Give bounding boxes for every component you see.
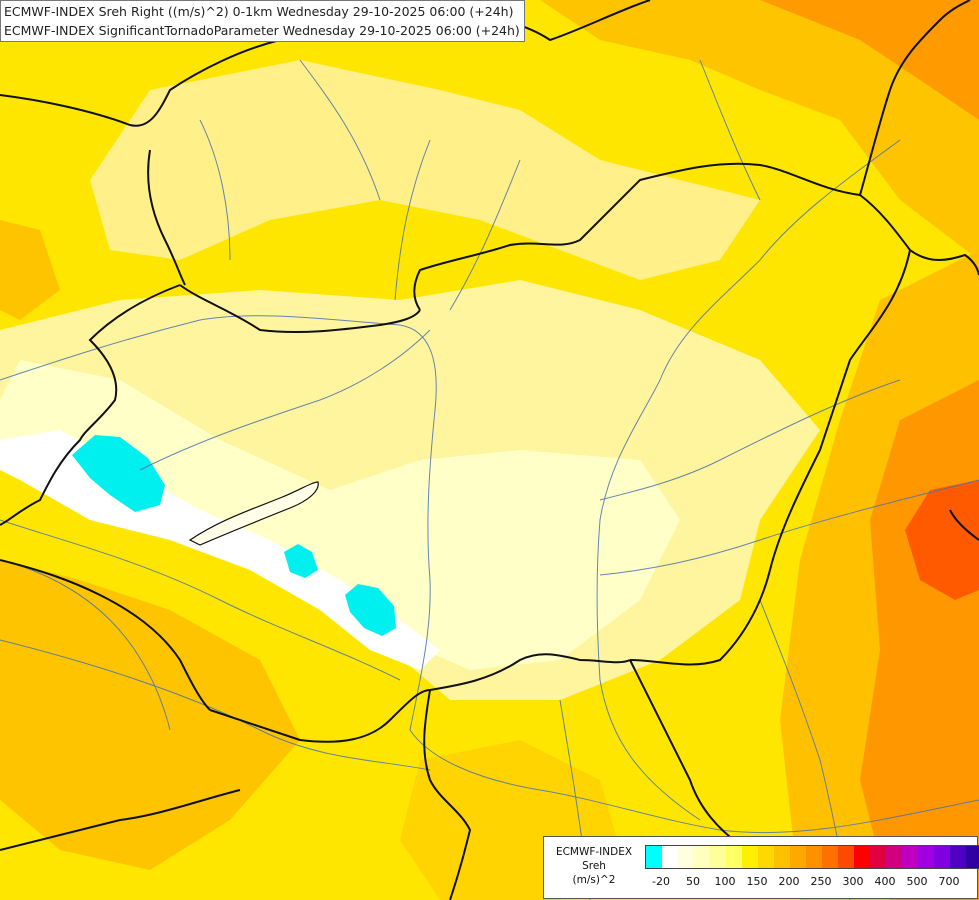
river-sava: [0, 639, 431, 771]
sreh-zone-pale-north: [90, 60, 760, 280]
border-hungary-serbia: [429, 653, 631, 691]
river-west: [0, 559, 171, 731]
river-east-north: [699, 59, 761, 201]
border-slovenia-croatia: [0, 559, 211, 711]
river-vah: [394, 139, 431, 301]
legend-label-line2: Sreh: [582, 860, 606, 872]
legend-swatch: [758, 846, 774, 868]
legend-tick-label: 250: [810, 875, 832, 888]
sreh-zone-orange-sw: [0, 560, 300, 870]
river-raba: [139, 329, 431, 471]
border-austria-hungary: [0, 284, 181, 526]
sreh-zone-cyan-west: [72, 435, 165, 512]
border-czech-slovakia: [147, 149, 186, 286]
legend-swatch: [678, 846, 694, 868]
legend-swatch: [918, 846, 934, 868]
legend-label: ECMWF-INDEX Sreh (m/s)^2: [544, 845, 644, 887]
legend-swatch: [870, 846, 886, 868]
sreh-zone-orange-w: [0, 220, 60, 320]
legend-swatch: [950, 846, 966, 868]
border-ukraine-hungary: [859, 194, 979, 276]
legend-tick-label: 500: [906, 875, 928, 888]
legend-tick-label: 50: [686, 875, 700, 888]
color-legend: ECMWF-INDEX Sreh (m/s)^2 -20 50 100 150 200 2…: [543, 836, 979, 899]
river-upper: [299, 59, 381, 201]
border-croatia-serbia: [423, 689, 472, 900]
legend-tick-label: -20: [652, 875, 670, 888]
legend-swatch: [838, 846, 854, 868]
legend-swatches: [645, 845, 979, 869]
legend-swatch: [854, 846, 870, 868]
lake-balaton: [188, 481, 319, 546]
legend-tick-label: 100: [714, 875, 736, 888]
river-danube: [0, 315, 979, 834]
sreh-zone-cyan-center: [284, 544, 318, 578]
river-hron: [449, 159, 521, 311]
title-box: ECMWF-INDEX Sreh Right ((m/s)^2) 0-1km W…: [0, 0, 525, 42]
legend-label-line1: ECMWF-INDEX: [555, 846, 633, 858]
border-hungary-croatia: [209, 689, 431, 743]
legend-tick-label: 400: [874, 875, 896, 888]
legend-swatch: [966, 846, 979, 868]
sreh-zone-verypale-central: [0, 360, 680, 670]
title-line-sreh: ECMWF-INDEX Sreh Right ((m/s)^2) 0-1km W…: [4, 4, 514, 19]
river-koros: [599, 379, 901, 501]
border-poland-ukraine: [859, 0, 971, 196]
border-slovakia-hungary: [413, 162, 861, 311]
sreh-zone-darkorange-ne: [760, 0, 979, 120]
river-drava: [0, 519, 401, 681]
legend-swatch: [662, 846, 678, 868]
legend-tick-label: 200: [778, 875, 800, 888]
border-hungary-romania: [629, 249, 911, 666]
river-maros: [599, 479, 979, 576]
legend-swatch: [742, 846, 758, 868]
border-romania-moldova: [949, 509, 979, 541]
legend-swatch: [886, 846, 902, 868]
border-croatia-bosnia: [0, 789, 241, 851]
legend-tick-label: 300: [842, 875, 864, 888]
legend-ticks: -20 50 100 150 200 250 300 400 500 700: [544, 875, 977, 889]
legend-label-line3: (m/s)^2: [572, 874, 616, 886]
legend-swatch: [646, 846, 662, 868]
sreh-zone-red-e: [905, 480, 979, 600]
river-morava: [199, 119, 231, 261]
legend-swatch: [694, 846, 710, 868]
sreh-zone-orange-ne: [540, 0, 979, 260]
legend-swatch: [726, 846, 742, 868]
legend-swatch: [822, 846, 838, 868]
legend-tick-label: 150: [746, 875, 768, 888]
legend-swatch: [774, 846, 790, 868]
legend-swatch: [710, 846, 726, 868]
legend-swatch: [902, 846, 918, 868]
title-line-stp: ECMWF-INDEX SignificantTornadoParameter …: [4, 23, 520, 38]
river-tisza: [596, 139, 901, 821]
legend-tick-label: 700: [938, 875, 960, 888]
border-austria-slovakia: [179, 284, 421, 334]
rivers: [0, 59, 979, 900]
legend-swatch: [934, 846, 950, 868]
sreh-zone-cyan-south: [345, 584, 396, 636]
legend-swatch: [790, 846, 806, 868]
border-serbia-romania: [629, 659, 741, 846]
legend-swatch: [806, 846, 822, 868]
